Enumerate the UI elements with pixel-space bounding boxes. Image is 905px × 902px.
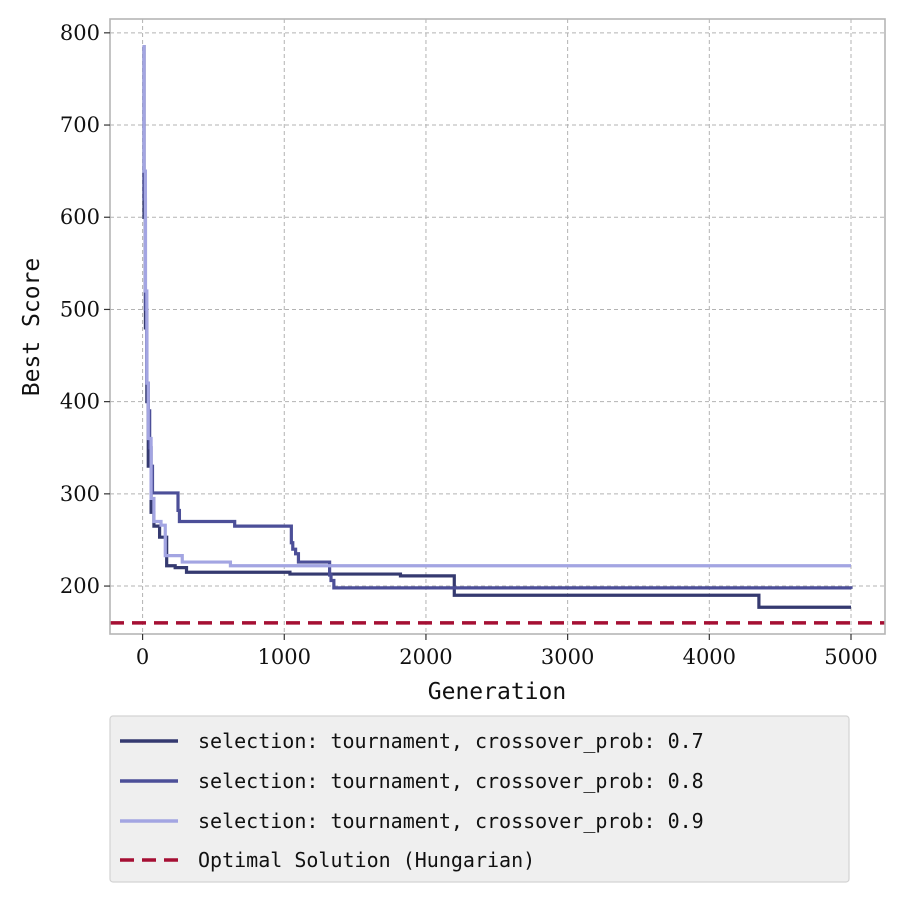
legend-label-4: Optimal Solution (Hungarian) [198,848,535,872]
legend-label-2: selection: tournament, crossover_prob: 0… [198,769,704,793]
y-tick-label: 700 [60,113,100,137]
series-line-3 [142,45,851,568]
legend: selection: tournament, crossover_prob: 0… [109,715,850,883]
legend-label-3: selection: tournament, crossover_prob: 0… [198,809,704,833]
series-layer [110,45,885,625]
y-tick-label: 600 [60,205,100,229]
plot-area-frame [109,18,886,635]
y-tick-label: 500 [60,297,100,321]
y-tick-label: 400 [60,390,100,414]
x-tick-label: 0 [136,645,149,669]
y-tick-label: 300 [60,482,100,506]
x-tick-label: 1000 [258,645,311,669]
x-tick-label: 3000 [541,645,594,669]
y-axis-label: Best Score [19,258,45,396]
y-tick-label: 200 [60,574,100,598]
x-tick-label: 4000 [683,645,736,669]
legend-label-1: selection: tournament, crossover_prob: 0… [198,729,704,753]
y-tick-label: 800 [60,21,100,45]
x-tick-label: 5000 [824,645,877,669]
tick-layer: 0 1000 2000 3000 4000 5000 200 300 400 500 600 700 8… [60,21,878,669]
x-tick-label: 2000 [399,645,452,669]
grid-layer [110,19,885,634]
legend-box [109,715,850,883]
x-axis-label: Generation [428,679,566,705]
legend-entries: selection: tournament, crossover_prob: 0… [120,729,704,872]
